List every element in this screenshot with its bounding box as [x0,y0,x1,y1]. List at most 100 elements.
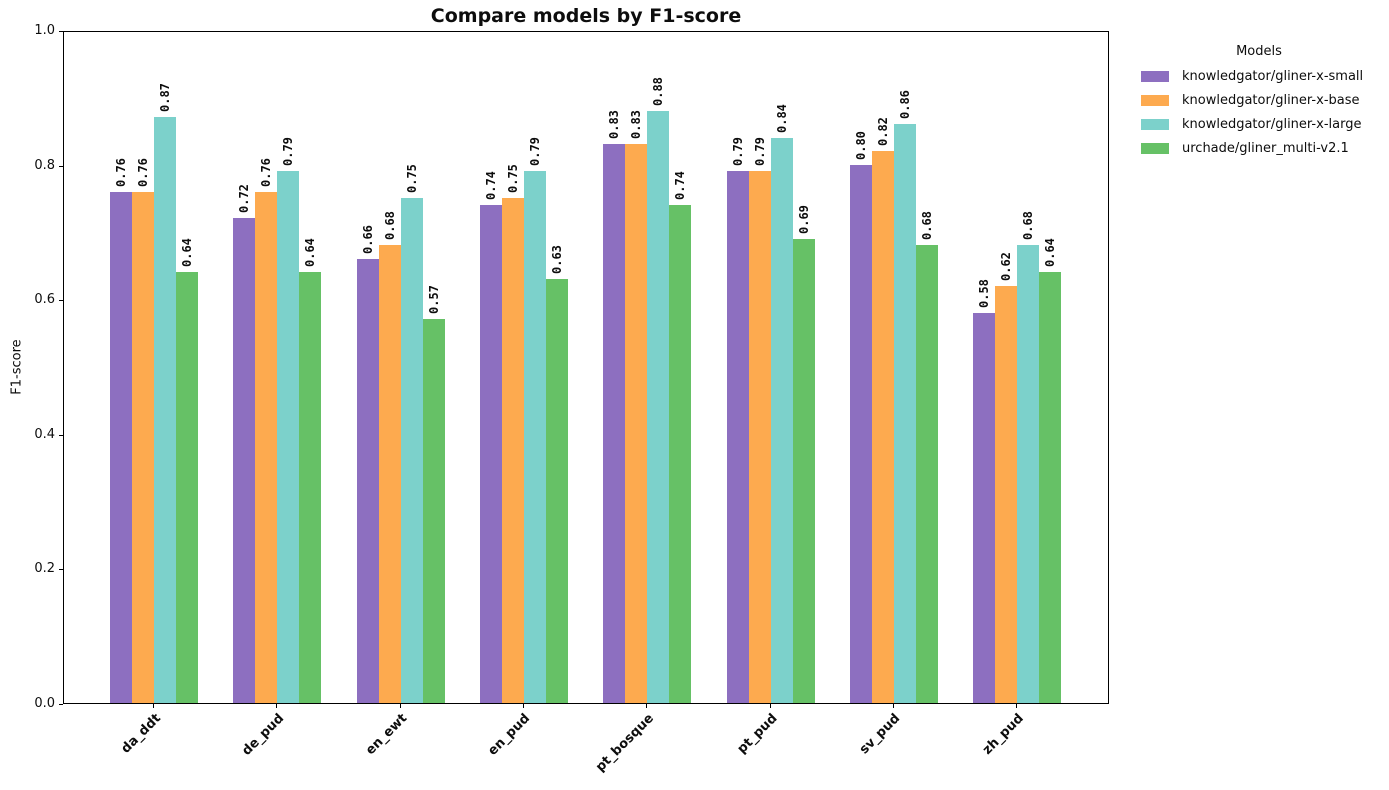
bar [915,245,938,703]
x-tick-mark [153,704,154,708]
bar [893,124,916,703]
bar-value-label: 0.64 [1043,238,1058,267]
bar-value-label: 0.87 [158,83,172,112]
bar-value-label: 0.75 [404,164,419,193]
legend-entry-label: knowledgator/gliner-x-base [1182,93,1360,108]
x-tick-label: de_pud [239,711,287,759]
bar [748,171,771,703]
bar-value-label: 0.86 [897,90,912,119]
x-tick-label: pt_bosque [592,711,657,775]
bar [792,239,815,703]
bar [625,144,648,703]
x-tick-mark [1016,704,1018,708]
x-tick-label: en_ewt [363,711,411,759]
x-tick-label: pt_pud [734,711,781,757]
x-tick-label: zh_pud [979,711,1027,758]
bar [400,198,423,703]
bar-value-label: 0.83 [607,110,622,139]
x-tick-mark [399,704,401,708]
bar [110,192,132,703]
bar-value-label: 0.84 [774,104,789,133]
legend-swatch [1141,119,1169,130]
bar [1017,245,1040,703]
bar-value-label: 0.83 [629,110,644,139]
bar-value-label: 0.79 [281,137,296,166]
bar [378,245,401,703]
bar [770,138,793,703]
bar [647,111,670,703]
bar [603,144,626,703]
bar [523,171,546,703]
legend-entry-label: knowledgator/gliner-x-small [1182,69,1364,84]
bar-value-label: 0.76 [114,158,128,187]
y-tick-mark [59,704,63,705]
bar [356,259,379,703]
bar-value-label: 0.69 [796,205,811,234]
x-tick-label: sv_pud [857,711,904,758]
bar-value-label: 0.79 [752,137,767,166]
chart-title: Compare models by F1-score [430,5,742,27]
bar-value-label: 0.74 [483,171,498,200]
bar-value-label: 0.82 [875,117,890,146]
bar [849,165,872,703]
y-tick-mark [59,300,63,302]
y-tick-mark [59,569,63,571]
bar-value-label: 0.62 [999,252,1014,281]
bar [479,205,502,703]
legend-entry-label: urchade/gliner_multi-v2.1 [1182,141,1349,156]
bar-value-label: 0.74 [673,171,688,200]
y-tick-label: 1.0 [34,23,55,38]
bar-value-label: 0.58 [977,279,992,308]
bar [995,286,1018,703]
x-tick-mark [522,704,524,708]
bar-value-label: 0.72 [237,184,252,213]
bar [132,192,154,703]
bar-value-label: 0.76 [136,158,150,187]
bar-value-label: 0.88 [651,77,666,106]
bar-value-label: 0.68 [382,211,397,240]
y-tick-mark [59,165,63,167]
bar [973,313,996,703]
x-tick-mark [892,704,894,708]
bar-value-label: 0.57 [426,285,441,314]
legend-entry: knowledgator/gliner-x-base [1133,92,1385,109]
bar [1039,272,1062,703]
bar [669,205,692,703]
bar [154,117,176,703]
bar [545,279,568,703]
legend-entry: knowledgator/gliner-x-large [1133,116,1385,133]
x-tick-mark [646,704,648,708]
y-tick-mark [59,434,63,436]
legend: Models knowledgator/gliner-x-small knowle… [1133,44,1385,164]
y-tick-mark [59,31,63,32]
bar [501,198,524,703]
bar-value-label: 0.75 [505,164,520,193]
x-tick-label: da_ddt [118,711,164,757]
legend-title: Models [1236,44,1282,59]
bar [176,272,198,703]
bar [299,272,322,703]
y-axis-label: F1-score [9,339,25,395]
bar [871,151,894,703]
plot-area: 0.76 0.76 0.87 0.64 0.72 0.76 0.79 0.64 0.66 0.68… [63,31,1109,704]
bar-value-label: 0.64 [303,238,318,267]
bar-value-label: 0.68 [1021,211,1036,240]
legend-swatch [1141,95,1169,106]
legend-entry: urchade/gliner_multi-v2.1 [1133,140,1385,157]
legend-entry-label: knowledgator/gliner-x-large [1182,117,1362,132]
legend-swatch [1141,143,1169,154]
y-tick-label: 0.2 [34,561,55,577]
x-tick-mark [276,704,278,708]
bar-value-label: 0.68 [919,211,934,240]
bar-value-label: 0.63 [549,245,564,274]
bar [277,171,300,703]
x-tick-label: en_pud [485,711,534,759]
bar-value-label: 0.79 [527,137,542,166]
bar [422,319,445,703]
bar [726,171,749,703]
bar [255,192,278,703]
bar-value-label: 0.76 [259,158,274,187]
legend-swatch [1141,71,1169,82]
y-tick-label: 0.4 [34,426,55,442]
